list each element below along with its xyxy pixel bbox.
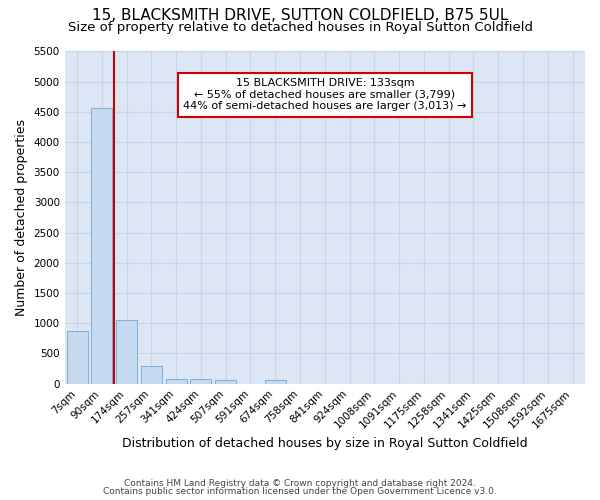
Text: Contains public sector information licensed under the Open Government Licence v3: Contains public sector information licen… — [103, 487, 497, 496]
Bar — [190, 379, 211, 384]
Text: 15 BLACKSMITH DRIVE: 133sqm
← 55% of detached houses are smaller (3,799)
44% of : 15 BLACKSMITH DRIVE: 133sqm ← 55% of det… — [183, 78, 467, 112]
Bar — [265, 380, 286, 384]
Bar — [166, 378, 187, 384]
Bar — [215, 380, 236, 384]
Bar — [67, 330, 88, 384]
Bar — [116, 320, 137, 384]
Text: Size of property relative to detached houses in Royal Sutton Coldfield: Size of property relative to detached ho… — [67, 21, 533, 34]
Text: Contains HM Land Registry data © Crown copyright and database right 2024.: Contains HM Land Registry data © Crown c… — [124, 478, 476, 488]
Bar — [91, 108, 112, 384]
Text: 15, BLACKSMITH DRIVE, SUTTON COLDFIELD, B75 5UL: 15, BLACKSMITH DRIVE, SUTTON COLDFIELD, … — [92, 8, 508, 22]
Y-axis label: Number of detached properties: Number of detached properties — [15, 119, 28, 316]
X-axis label: Distribution of detached houses by size in Royal Sutton Coldfield: Distribution of detached houses by size … — [122, 437, 527, 450]
Bar — [141, 366, 162, 384]
